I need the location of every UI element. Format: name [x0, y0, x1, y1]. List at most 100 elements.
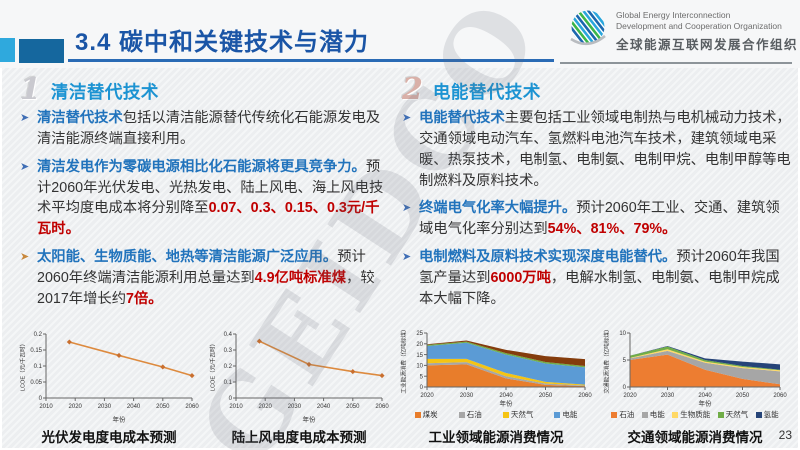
svg-text:5: 5	[420, 374, 424, 380]
svg-text:15: 15	[416, 353, 423, 359]
svg-text:2050: 2050	[736, 393, 750, 399]
transport-energy-legend: 石油 电能 生物质能 天然气 氢能	[608, 409, 783, 420]
legend-item: 煤炭	[414, 409, 438, 420]
legend-label: 天然气	[725, 410, 749, 419]
svg-text:25: 25	[416, 331, 423, 337]
bullet-text: 电能替代技术主要包括工业领域电制热与电机械动力技术，交通领域电动汽车、氢燃料电池…	[419, 110, 791, 189]
legend-swatch-icon	[502, 411, 509, 418]
svg-text:2060: 2060	[185, 404, 199, 410]
legend-swatch-icon	[672, 411, 679, 418]
content-columns: 1 清洁替代技术 ➤ 清洁替代技术包括以清洁能源替代传统化石能源发电及清洁能源终端…	[0, 70, 800, 317]
svg-text:0.2: 0.2	[34, 332, 43, 338]
legend-swatch-icon	[414, 411, 421, 418]
svg-text:0.15: 0.15	[30, 348, 42, 354]
svg-text:2060: 2060	[578, 393, 592, 399]
logo-text: Global Energy Interconnection Developmen…	[616, 10, 798, 54]
legend-item: 电能	[554, 409, 577, 420]
bullet-text: 太阳能、生物质能、地热等清洁能源广泛应用。预计2060年终端清洁能源利用总量达到…	[37, 249, 375, 307]
svg-text:2020: 2020	[420, 393, 434, 399]
section-number-2: 2	[402, 72, 423, 107]
bullet-arrow-icon: ➤	[20, 112, 30, 124]
svg-text:2040: 2040	[698, 393, 712, 399]
clean-substitution-column: 1 清洁替代技术 ➤ 清洁替代技术包括以清洁能源替代传统化石能源发电及清洁能源终端…	[0, 70, 392, 317]
svg-text:LCOE（元/千瓦时）: LCOE（元/千瓦时）	[19, 341, 27, 391]
pv-lcoe-chart: 0 0.05 0.1 0.15 0.2 2010 2020 2030 2040 2050 2060 L…	[19, 332, 200, 424]
svg-text:2050: 2050	[346, 404, 360, 410]
transport-energy-chart: 0 5 10 2020 2030 2040 2050 2060 交通能源消费（亿吨标煤） 年份	[603, 328, 788, 408]
svg-text:2010: 2010	[229, 404, 243, 410]
legend-item: 石油	[458, 409, 482, 420]
pv-lcoe-chart-cell: 0 0.05 0.1 0.15 0.2 2010 2020 2030 2040 2050 2060 L…	[16, 328, 202, 446]
svg-text:2040: 2040	[499, 393, 513, 399]
bullet-arrow-icon: ➤	[20, 160, 30, 173]
bullet-list-right: ➤ 电能替代技术主要包括工业领域电制热与电机械动力技术，交通领域电动汽车、氢燃料电…	[402, 108, 792, 310]
page-title: 3.4 碳中和关键技术与潜力	[75, 29, 370, 56]
bullet-list-left: ➤ 清洁替代技术包括以清洁能源替代传统化石能源发电及清洁能源终端直接利用。 ➤ 清洁发…	[20, 108, 386, 310]
svg-text:2060: 2060	[375, 404, 389, 410]
svg-text:2020: 2020	[259, 404, 273, 410]
bullet-text: 终端电气化率大幅提升。预计2060年工业、交通、建筑领域电气化率分别达到54%、…	[419, 200, 780, 238]
legend-item: 天然气	[717, 409, 749, 420]
legend-item: 生物质能	[672, 409, 710, 420]
legend-swatch-icon	[717, 411, 724, 418]
bullet-text: 电制燃料及原料技术实现深度电能替代。预计2060年我国氢产量达到6000万吨，电…	[419, 249, 780, 307]
svg-text:0: 0	[229, 396, 233, 402]
wind-lcoe-chart-title: 陆上风电度电成本预测	[231, 430, 367, 445]
svg-text:0: 0	[39, 396, 43, 402]
legend-item: 石油	[611, 409, 634, 420]
svg-text:0.2: 0.2	[224, 364, 233, 370]
wind-lcoe-chart-cell: 0 0.1 0.2 0.3 0.4 2010 2020 2030 2040 2050 2060 LCO…	[206, 328, 392, 446]
svg-text:交通能源消费（亿吨标煤）: 交通能源消费（亿吨标煤）	[603, 328, 611, 394]
section-heading-2: 2 电能替代技术	[402, 72, 792, 107]
legend-label: 生物质能	[680, 410, 711, 419]
legend-label: 石油	[466, 410, 482, 419]
bullet-item: ➤ 电能替代技术主要包括工业领域电制热与电机械动力技术，交通领域电动汽车、氢燃料电…	[402, 108, 792, 191]
legend-label: 电能	[562, 410, 578, 419]
legend-item: 天然气	[502, 409, 533, 420]
legend-swatch-icon	[458, 411, 465, 418]
legend-label: 电能	[649, 410, 665, 419]
svg-text:0.1: 0.1	[224, 380, 233, 386]
svg-text:20: 20	[416, 342, 423, 348]
svg-text:0.3: 0.3	[224, 348, 233, 354]
svg-text:年份: 年份	[113, 415, 127, 424]
bullet-arrow-icon: ➤	[402, 202, 412, 215]
svg-text:5: 5	[623, 358, 627, 364]
logo-underline	[560, 62, 792, 64]
bullet-text: 清洁替代技术包括以清洁能源替代传统化石能源发电及清洁能源终端直接利用。	[37, 110, 381, 147]
electricity-substitution-column: 2 电能替代技术 ➤ 电能替代技术主要包括工业领域电制热与电机械动力技术，交通领域…	[392, 70, 800, 317]
legend-swatch-icon	[641, 411, 648, 418]
svg-text:2020: 2020	[69, 404, 83, 410]
svg-text:年份: 年份	[500, 399, 514, 408]
svg-text:10: 10	[416, 364, 423, 370]
slide-header: 3.4 碳中和关键技术与潜力	[0, 0, 800, 68]
header-accent-light	[0, 38, 15, 62]
svg-text:2040: 2040	[127, 404, 141, 410]
bullet-arrow-icon: ➤	[20, 251, 30, 264]
svg-text:0: 0	[420, 385, 424, 391]
svg-text:0.1: 0.1	[34, 364, 43, 370]
wind-lcoe-chart: 0 0.1 0.2 0.3 0.4 2010 2020 2030 2040 2050 2060 LCO…	[209, 332, 390, 424]
svg-text:2030: 2030	[460, 393, 474, 399]
legend-item: 氢能	[755, 409, 779, 420]
page-number: 23	[778, 428, 792, 442]
logo-en-line2: Development and Cooperation Organization	[616, 21, 782, 31]
pv-lcoe-chart-title: 光伏发电度电成本预测	[41, 430, 177, 445]
bullet-arrow-icon: ➤	[402, 112, 412, 124]
svg-text:工业能源消费（亿吨标煤）: 工业能源消费（亿吨标煤）	[400, 328, 408, 394]
title-underline	[68, 59, 554, 62]
svg-text:2030: 2030	[661, 393, 675, 399]
globe-icon	[568, 8, 608, 55]
bullet-item: ➤ 终端电气化率大幅提升。预计2060年工业、交通、建筑领域电气化率分别达到54%…	[402, 198, 792, 240]
transport-energy-chart-title: 交通领域能源消费情况	[627, 430, 763, 445]
legend-label: 煤炭	[422, 410, 438, 419]
bullet-item: ➤ 电制燃料及原料技术实现深度电能替代。预计2060年我国氢产量达到6000万吨，…	[402, 247, 792, 310]
svg-text:年份: 年份	[303, 415, 317, 424]
industry-energy-chart: 0 5 10 15 20 25 2020 2030 2040 2050 2060 工业能源消费（亿吨标…	[400, 328, 593, 408]
svg-text:0.05: 0.05	[30, 380, 42, 386]
logo-cn-line: 全球能源互联网发展合作组织	[616, 38, 799, 53]
svg-text:10: 10	[619, 331, 626, 337]
logo-en-line1: Global Energy Interconnection	[616, 9, 731, 20]
industry-energy-legend: 煤炭 石油 天然气 电能	[404, 409, 588, 420]
